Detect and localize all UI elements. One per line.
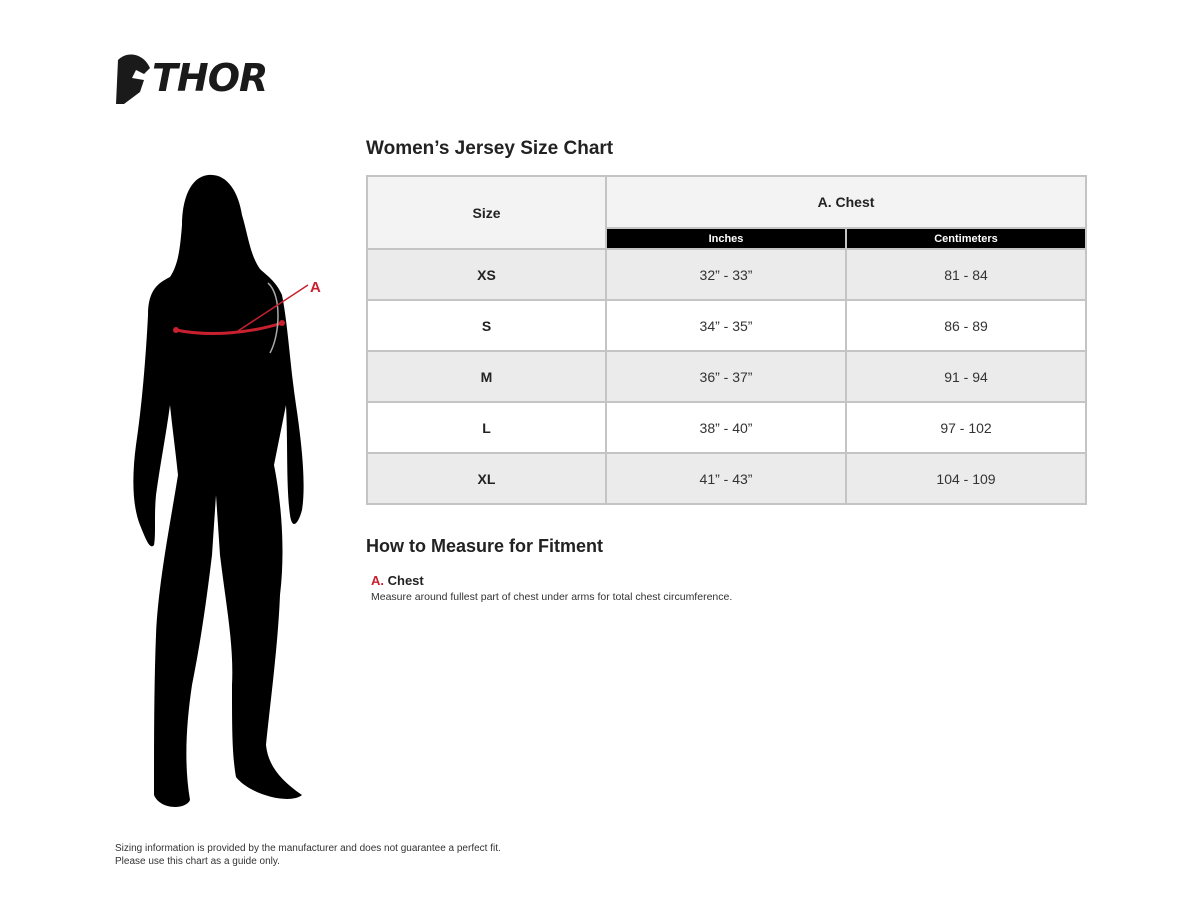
- measure-label: A. Chest: [371, 573, 424, 588]
- size-header: Size: [366, 175, 607, 250]
- inches-cell: 32” - 33”: [605, 248, 847, 301]
- size-cell: L: [366, 401, 607, 454]
- inches-cell: 34” - 35”: [605, 299, 847, 352]
- table-row: S 34” - 35” 86 - 89: [366, 299, 1088, 352]
- cm-header: Centimeters: [844, 227, 1088, 250]
- inches-cell: 36” - 37”: [605, 350, 847, 403]
- cm-cell: 86 - 89: [844, 299, 1088, 352]
- cm-cell: 97 - 102: [844, 401, 1088, 454]
- helmet-icon: [116, 54, 150, 104]
- cm-cell: 91 - 94: [844, 350, 1088, 403]
- size-cell: M: [366, 350, 607, 403]
- chest-header: A. Chest: [604, 175, 1088, 229]
- cm-cell: 104 - 109: [844, 452, 1088, 505]
- cm-cell: 81 - 84: [844, 248, 1088, 301]
- size-cell: XS: [366, 248, 607, 301]
- inches-header: Inches: [605, 227, 847, 250]
- disclaimer: Sizing information is provided by the ma…: [115, 842, 501, 868]
- howto-title: How to Measure for Fitment: [366, 536, 604, 556]
- inches-cell: 38” - 40”: [605, 401, 847, 454]
- table-row: M 36” - 37” 91 - 94: [366, 350, 1088, 403]
- measure-name: Chest: [387, 573, 424, 588]
- disclaimer-line: Please use this chart as a guide only.: [115, 856, 280, 867]
- chart-title: Women’s Jersey Size Chart: [366, 138, 614, 159]
- table-row: XL 41” - 43” 104 - 109: [366, 452, 1088, 505]
- disclaimer-line: Sizing information is provided by the ma…: [115, 843, 501, 854]
- size-cell: S: [366, 299, 607, 352]
- size-table: Size A. Chest Inches Centimeters XS 32” …: [366, 175, 1088, 505]
- table-row: XS 32” - 33” 81 - 84: [366, 248, 1088, 301]
- measure-description: Measure around fullest part of chest und…: [371, 591, 733, 603]
- measure-letter: A.: [371, 573, 384, 588]
- size-cell: XL: [366, 452, 607, 505]
- female-silhouette: A: [133, 174, 321, 807]
- table-row: L 38” - 40” 97 - 102: [366, 401, 1088, 454]
- marker-a: A: [310, 279, 321, 296]
- thor-logo: THOR: [114, 48, 289, 108]
- inches-cell: 41” - 43”: [605, 452, 847, 505]
